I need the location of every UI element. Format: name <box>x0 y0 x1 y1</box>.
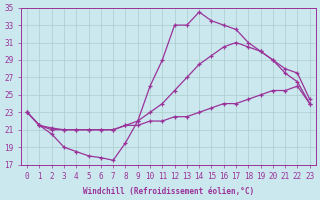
X-axis label: Windchill (Refroidissement éolien,°C): Windchill (Refroidissement éolien,°C) <box>83 187 254 196</box>
